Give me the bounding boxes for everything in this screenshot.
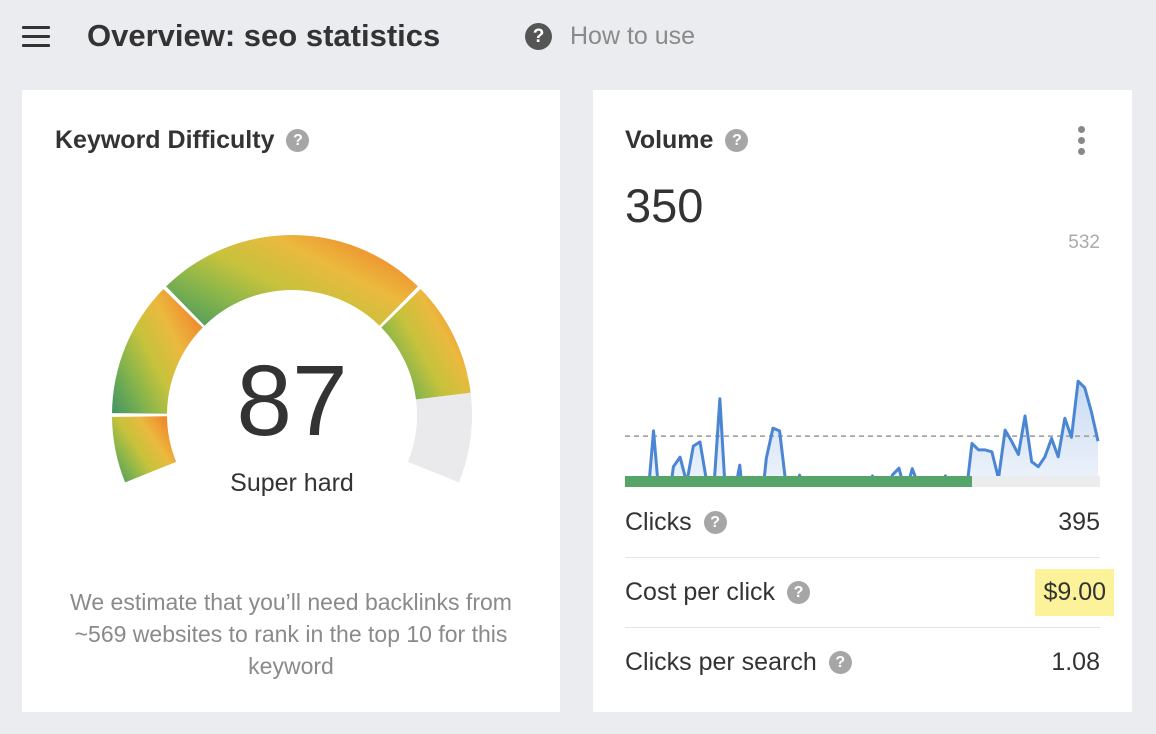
clicks-progress-bar: [625, 476, 1100, 487]
stat-row-clicks-per-search: Clicks per search? 1.08: [625, 627, 1100, 697]
stat-label: Clicks per search: [625, 648, 817, 676]
keyword-difficulty-card: Keyword Difficulty? 87 Super hard We est…: [22, 90, 560, 712]
how-to-use-label: How to use: [570, 22, 696, 50]
difficulty-gauge: 87 Super hard: [112, 235, 473, 497]
kd-title: Keyword Difficulty?: [55, 126, 310, 155]
help-icon[interactable]: ?: [725, 129, 749, 152]
difficulty-label: Super hard: [230, 469, 354, 497]
kd-title-text: Keyword Difficulty: [55, 126, 275, 154]
chart-max-label: 532: [1068, 232, 1100, 253]
help-icon[interactable]: ?: [703, 510, 727, 534]
stat-value: 395: [1058, 507, 1100, 536]
how-to-use-link[interactable]: ? How to use: [525, 22, 695, 51]
chart-area: [649, 381, 1098, 480]
header: Overview: seo statistics ? How to use: [0, 0, 1156, 76]
stat-value: 1.08: [1051, 648, 1100, 676]
menu-icon[interactable]: [22, 26, 50, 48]
stat-label: Clicks: [625, 507, 692, 536]
page-title: Overview: seo statistics: [87, 18, 441, 53]
volume-card: Volume? 350 532 Clicks? 395 Cost per clic…: [593, 90, 1132, 712]
stat-value-highlighted: $9.00: [1035, 569, 1114, 616]
volume-value: 350: [625, 179, 704, 232]
gauge-segment: [112, 416, 177, 483]
gauge-remaining: [407, 392, 473, 483]
volume-line: [647, 379, 1100, 480]
help-icon: ?: [525, 23, 552, 50]
stat-row-clicks: Clicks? 395: [625, 487, 1100, 557]
backlinks-estimate: We estimate that you’ll need backlinks f…: [70, 589, 512, 679]
help-icon[interactable]: ?: [787, 581, 811, 604]
stat-label: Cost per click: [625, 578, 776, 606]
volume-trend-chart: [625, 379, 1101, 480]
clicks-progress-fill: [625, 476, 972, 487]
volume-title-text: Volume: [625, 126, 714, 154]
difficulty-score: 87: [236, 345, 347, 457]
gauge-segment: [112, 289, 203, 414]
gauge-segment: [381, 289, 471, 400]
volume-title: Volume?: [625, 126, 749, 155]
help-icon[interactable]: ?: [286, 129, 310, 152]
stat-row-cpc: Cost per click? $9.00: [625, 557, 1114, 627]
gauge-segment: [166, 235, 418, 326]
more-options-icon[interactable]: [1078, 126, 1088, 159]
help-icon[interactable]: ?: [828, 651, 852, 674]
